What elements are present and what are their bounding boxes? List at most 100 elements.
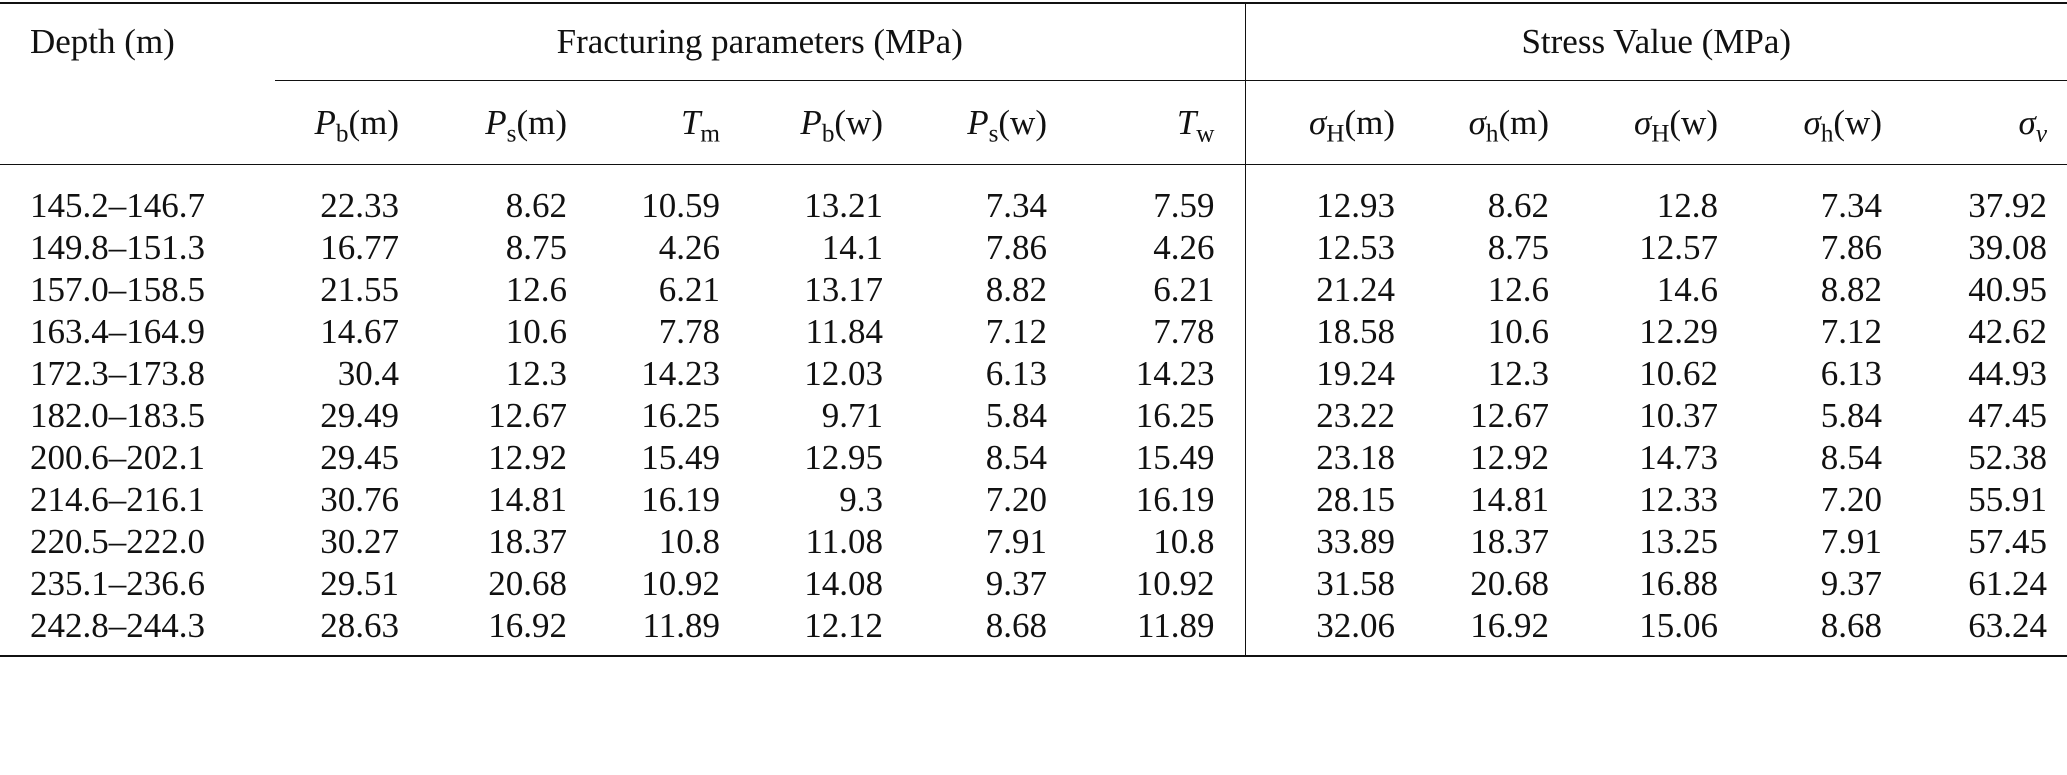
value-cell: 11.84 <box>805 312 883 351</box>
body-gap <box>0 164 2067 185</box>
value-cell: 28.63 <box>320 606 399 645</box>
value-cell: 14.73 <box>1639 438 1718 477</box>
value-cell: 8.68 <box>1820 606 1882 645</box>
value-cell: 7.20 <box>1820 480 1882 519</box>
value-cell: 15.49 <box>641 438 720 477</box>
value-cell: 14.67 <box>320 312 399 351</box>
value-cell: 6.13 <box>1820 354 1882 393</box>
table-row: 242.8–244.3 28.63 16.92 11.89 12.12 8.68 11.89… <box>0 605 2067 647</box>
value-cell: 9.3 <box>839 480 883 519</box>
column-header: σH(w) <box>1563 80 1738 165</box>
stress-group-header: Stress Value (MPa) <box>1521 22 1792 61</box>
table-row: 172.3–173.8 30.4 12.3 14.23 12.03 6.13 14.23 19… <box>0 353 2067 395</box>
value-cell: 12.95 <box>804 438 883 477</box>
value-cell: 8.62 <box>505 186 567 225</box>
value-cell: 16.19 <box>641 480 720 519</box>
value-cell: 21.55 <box>320 270 399 309</box>
value-cell: 21.24 <box>1316 270 1395 309</box>
value-cell: 14.08 <box>804 564 883 603</box>
table-row: 163.4–164.9 14.67 10.6 7.78 11.84 7.12 7.78 18.… <box>0 311 2067 353</box>
value-cell: 12.57 <box>1639 228 1718 267</box>
value-cell: 20.68 <box>488 564 567 603</box>
value-cell: 9.71 <box>821 396 883 435</box>
value-cell: 16.88 <box>1639 564 1718 603</box>
value-cell: 22.33 <box>320 186 399 225</box>
value-cell: 8.75 <box>1487 228 1549 267</box>
value-cell: 7.59 <box>1061 185 1246 227</box>
value-cell: 7.91 <box>985 522 1047 561</box>
table-row: 214.6–216.1 30.76 14.81 16.19 9.3 7.20 16.19 28… <box>0 479 2067 521</box>
table-body: 145.2–146.7 22.33 8.62 10.59 13.21 7.34 7.59 12… <box>0 164 2067 647</box>
value-cell: 55.91 <box>1968 480 2047 519</box>
value-cell: 14.6 <box>1656 270 1718 309</box>
value-cell: 6.21 <box>1061 269 1246 311</box>
value-cell: 13.21 <box>804 186 883 225</box>
value-cell: 28.15 <box>1316 480 1395 519</box>
value-cell: 30.4 <box>337 354 399 393</box>
value-cell: 63.24 <box>1968 606 2047 645</box>
value-cell: 16.19 <box>1061 479 1246 521</box>
depth-cell: 200.6–202.1 <box>30 438 205 477</box>
value-cell: 30.76 <box>320 480 399 519</box>
table-row: 182.0–183.5 29.49 12.67 16.25 9.71 5.84 16.25 2… <box>0 395 2067 437</box>
value-cell: 18.58 <box>1316 312 1395 351</box>
value-cell: 18.37 <box>488 522 567 561</box>
header-row-groups: Depth (m) Fracturing parameters (MPa) St… <box>0 4 2067 81</box>
value-cell: 12.33 <box>1639 480 1718 519</box>
value-cell: 32.06 <box>1316 606 1395 645</box>
value-cell: 10.92 <box>1061 563 1246 605</box>
value-cell: 12.92 <box>1470 438 1549 477</box>
column-header: Tw <box>1061 80 1246 165</box>
value-cell: 31.58 <box>1316 564 1395 603</box>
value-cell: 44.93 <box>1968 354 2047 393</box>
column-header: σH(m) <box>1245 80 1413 165</box>
value-cell: 11.89 <box>642 606 720 645</box>
value-cell: 30.27 <box>320 522 399 561</box>
value-cell: 10.8 <box>1061 521 1246 563</box>
column-header: Tm <box>579 80 734 165</box>
value-cell: 57.45 <box>1968 522 2047 561</box>
value-cell: 7.78 <box>658 312 720 351</box>
value-cell: 15.49 <box>1061 437 1246 479</box>
value-cell: 12.6 <box>505 270 567 309</box>
value-cell: 12.93 <box>1316 186 1395 225</box>
value-cell: 14.23 <box>1061 353 1246 395</box>
value-cell: 12.6 <box>1487 270 1549 309</box>
value-cell: 14.1 <box>821 228 883 267</box>
fracturing-group-header: Fracturing parameters (MPa) <box>275 4 1246 81</box>
value-cell: 12.67 <box>1470 396 1549 435</box>
value-cell: 4.26 <box>1061 227 1246 269</box>
value-cell: 8.82 <box>1820 270 1882 309</box>
depth-cell: 214.6–216.1 <box>30 480 205 519</box>
depth-cell: 235.1–236.6 <box>30 564 205 603</box>
value-cell: 16.92 <box>1470 606 1549 645</box>
value-cell: 23.18 <box>1316 438 1395 477</box>
column-header: Ps(w) <box>899 80 1061 165</box>
value-cell: 10.92 <box>641 564 720 603</box>
table-header: Depth (m) Fracturing parameters (MPa) St… <box>0 2 2067 165</box>
value-cell: 12.29 <box>1639 312 1718 351</box>
table-row: 200.6–202.1 29.45 12.92 15.49 12.95 8.54 15.49… <box>0 437 2067 479</box>
value-cell: 5.84 <box>985 396 1047 435</box>
stress-table: Depth (m) Fracturing parameters (MPa) St… <box>0 2 2067 657</box>
value-cell: 7.12 <box>985 312 1047 351</box>
value-cell: 7.86 <box>985 228 1047 267</box>
value-cell: 6.21 <box>658 270 720 309</box>
value-cell: 12.8 <box>1656 186 1718 225</box>
value-cell: 10.62 <box>1639 354 1718 393</box>
value-cell: 5.84 <box>1820 396 1882 435</box>
value-cell: 7.20 <box>985 480 1047 519</box>
value-cell: 12.3 <box>1487 354 1549 393</box>
value-cell: 19.24 <box>1316 354 1395 393</box>
value-cell: 13.17 <box>804 270 883 309</box>
value-cell: 12.03 <box>804 354 883 393</box>
value-cell: 14.81 <box>488 480 567 519</box>
value-cell: 12.67 <box>488 396 567 435</box>
value-cell: 12.3 <box>505 354 567 393</box>
value-cell: 33.89 <box>1316 522 1395 561</box>
table-row: 157.0–158.5 21.55 12.6 6.21 13.17 8.82 6.21 21.… <box>0 269 2067 311</box>
value-cell: 15.06 <box>1639 606 1718 645</box>
value-cell: 9.37 <box>1820 564 1882 603</box>
table-row: 220.5–222.0 30.27 18.37 10.8 11.08 7.91 10.8 33… <box>0 521 2067 563</box>
value-cell: 10.37 <box>1639 396 1718 435</box>
